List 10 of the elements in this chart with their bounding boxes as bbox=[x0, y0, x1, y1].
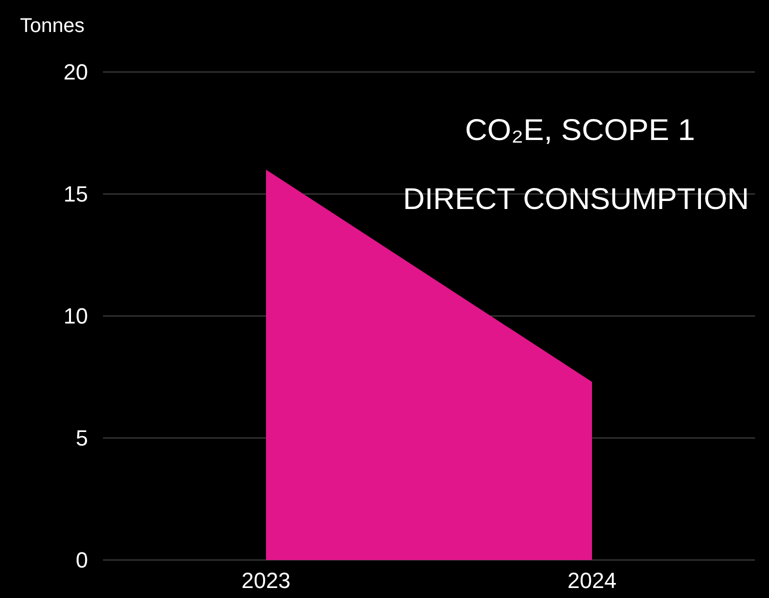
x-tick-label: 2023 bbox=[242, 568, 290, 593]
x-tick-label: 2024 bbox=[568, 568, 616, 593]
text: CO₂E, SCOPE 1 bbox=[465, 114, 695, 147]
y-tick-label: 20 bbox=[64, 60, 88, 85]
y-tick-label: 0 bbox=[76, 548, 88, 573]
y-tick-label: 5 bbox=[76, 426, 88, 451]
text: DIRECT CONSUMPTION bbox=[403, 183, 749, 216]
y-tick-label: 10 bbox=[64, 304, 88, 329]
y-tick-label: 15 bbox=[64, 182, 88, 207]
y-axis-title: Tonnes bbox=[20, 15, 84, 37]
